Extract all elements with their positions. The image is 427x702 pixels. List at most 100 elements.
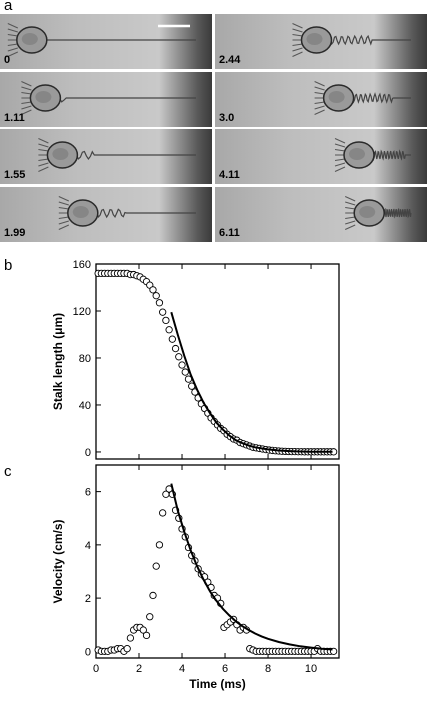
- cilium: [7, 34, 18, 37]
- y-axis-label: Velocity (cm/s): [51, 519, 65, 603]
- x-tick-label: 4: [179, 663, 185, 675]
- cilium: [345, 216, 356, 219]
- micrograph-frame: 2.44: [215, 14, 427, 69]
- data-point: [142, 631, 151, 640]
- frame-drawing: [58, 195, 196, 230]
- cilium: [21, 80, 32, 86]
- cilium: [38, 138, 49, 144]
- cilium: [344, 224, 356, 230]
- cilium: [38, 166, 49, 172]
- cilium: [58, 220, 69, 224]
- micrograph-frames: 0 2.44 1.11 3.0 1.55 4.11 1.99 6.11: [0, 14, 427, 242]
- cilium: [334, 138, 346, 144]
- data-point: [149, 591, 157, 600]
- frame-drawing: [21, 80, 196, 115]
- y-tick-label: 0: [85, 646, 91, 658]
- x-tick-label: 0: [93, 663, 99, 675]
- fit-curve: [170, 311, 333, 453]
- cilium: [58, 216, 69, 219]
- cilium: [21, 105, 32, 109]
- cell-nucleus: [359, 205, 376, 218]
- x-axis-label: Time (ms): [189, 677, 245, 691]
- cilium: [292, 47, 303, 52]
- stalk: [96, 207, 196, 218]
- frame-drawing: [344, 195, 412, 230]
- cilium: [7, 47, 18, 52]
- cilium: [58, 195, 70, 201]
- frame-drawing: [7, 23, 196, 57]
- cilium: [7, 51, 19, 57]
- frame-time-label: 0: [4, 54, 11, 66]
- y-tick-label: 160: [73, 259, 91, 271]
- frame-time-label: 1.99: [4, 226, 26, 239]
- micrograph-frame: 6.11: [215, 186, 427, 242]
- cilium: [58, 206, 69, 209]
- stalk: [75, 150, 196, 161]
- cilium: [345, 220, 356, 224]
- frame-time-label: 2.44: [219, 54, 241, 66]
- micrograph-frame: 1.55: [0, 129, 212, 184]
- cilium: [58, 201, 69, 205]
- cilium: [7, 43, 18, 46]
- cilium: [21, 101, 32, 104]
- fit-curve: [170, 483, 333, 651]
- cilium: [345, 206, 356, 209]
- cilium: [292, 34, 303, 37]
- cilium: [314, 91, 325, 94]
- cell-nucleus: [72, 205, 89, 218]
- data-point: [181, 368, 189, 376]
- data-point: [126, 634, 135, 642]
- micrograph-frame: 3.0: [215, 71, 427, 127]
- cell-nucleus: [306, 33, 323, 45]
- cilium: [38, 158, 49, 161]
- cilium: [38, 149, 49, 152]
- data-point: [155, 541, 164, 549]
- frame-drawing: [314, 80, 411, 115]
- cilium: [345, 201, 356, 205]
- micrograph-frame: 0: [0, 14, 212, 69]
- y-tick-label: 80: [79, 353, 91, 365]
- x-tick-label: 6: [222, 663, 228, 675]
- plot-frame: [95, 263, 340, 460]
- stalk-length-chart: 0 40 80 120 160 Stalk length (μm): [51, 259, 340, 460]
- y-tick-label: 6: [85, 487, 91, 499]
- cilium: [21, 109, 32, 115]
- cilium: [58, 224, 70, 230]
- data-point: [171, 344, 180, 353]
- data-point: [155, 299, 164, 307]
- stalk: [372, 149, 411, 162]
- cilium: [334, 158, 346, 161]
- micrograph-frame: 4.11: [215, 129, 427, 184]
- cilium: [7, 28, 18, 33]
- x-tick-label: 10: [305, 663, 317, 675]
- stalk: [352, 91, 411, 104]
- data-point: [178, 361, 186, 369]
- y-tick-label: 0: [85, 447, 91, 459]
- data-point: [149, 286, 157, 294]
- data-point: [139, 626, 147, 634]
- cell-nucleus: [21, 33, 38, 45]
- cilium: [314, 101, 325, 104]
- micrograph-frame: 1.11: [0, 71, 212, 127]
- y-tick-label: 2: [85, 593, 91, 605]
- velocity-chart: 0 2 4 6 0 2 4 6 8 10 Velocity (cm/s) Time (ms): [51, 464, 340, 691]
- cell-nucleus: [52, 148, 69, 160]
- stalk: [58, 96, 196, 103]
- data-point: [165, 326, 173, 334]
- cilium: [314, 86, 325, 90]
- cilium: [21, 91, 32, 94]
- y-tick-label: 4: [85, 540, 91, 552]
- stalk: [329, 34, 411, 46]
- y-tick-label: 120: [73, 306, 91, 318]
- frame-drawing: [38, 138, 196, 172]
- frame-time-label: 1.55: [4, 169, 26, 181]
- x-tick-label: 8: [265, 663, 271, 675]
- data-point: [152, 562, 160, 570]
- panel-c-letter: c: [4, 463, 12, 480]
- data-point: [159, 509, 167, 517]
- cilium: [292, 43, 303, 46]
- stalk: [382, 207, 412, 219]
- x-tick-label: 2: [136, 663, 142, 675]
- y-tick-label: 40: [79, 400, 91, 412]
- cilium: [292, 23, 303, 29]
